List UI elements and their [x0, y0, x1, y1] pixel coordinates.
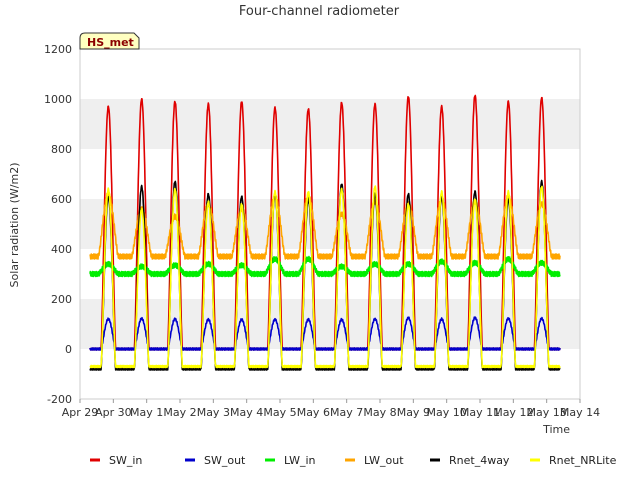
legend-item-sw_out: SW_out	[204, 454, 246, 467]
legend-item-lw_out: LW_out	[364, 454, 404, 467]
grid-band	[80, 199, 580, 249]
x-tick-label: Apr 29	[62, 406, 99, 419]
x-tick-label: May 12	[493, 406, 533, 419]
badge-label: HS_met	[87, 36, 134, 49]
y-tick-label: 800	[51, 143, 72, 156]
y-tick-label: 1200	[44, 43, 72, 56]
x-tick-label: Apr 30	[95, 406, 132, 419]
legend: SW_in SW_out LW_in LW_out Rnet_4way Rnet_NRLi…	[90, 454, 617, 467]
plot-frame	[79, 48, 581, 400]
background-bands	[79, 48, 581, 400]
y-axis-label: Solar radiation (W/m2)	[8, 162, 21, 287]
x-tick-label: May 14	[560, 406, 600, 419]
series-line-lw_in	[89, 255, 561, 278]
x-tick-label: May 1	[130, 406, 163, 419]
legend-item-sw_in: SW_in	[109, 454, 142, 467]
x-tick-label: May 2	[163, 406, 196, 419]
hs-met-badge: HS_met	[79, 32, 140, 50]
y-tick-label: 400	[51, 243, 72, 256]
legend-item-rnet_nrlite: Rnet_NRLite	[549, 454, 617, 467]
x-tick-label: May 7	[330, 406, 363, 419]
y-tick-label: 0	[65, 343, 72, 356]
x-tick-label: May 13	[527, 406, 567, 419]
grid-band	[80, 99, 580, 149]
x-tick-label: May 3	[197, 406, 230, 419]
badge-box	[79, 32, 140, 50]
y-tick-label: 600	[51, 193, 72, 206]
x-tick-label: May 5	[263, 406, 296, 419]
x-tick-label: May 11	[460, 406, 500, 419]
series-line-rnet_nrlite	[89, 185, 561, 369]
x-tick-label: May 6	[297, 406, 330, 419]
y-axis-ticks: -200 0 200 400 600 800 1000 1200	[44, 43, 72, 406]
y-tick-label: 200	[51, 293, 72, 306]
legend-item-rnet_4way: Rnet_4way	[449, 454, 510, 467]
series-line-lw_out	[89, 191, 561, 260]
grid-band	[80, 299, 580, 349]
y-tick-label: -200	[47, 393, 72, 406]
x-tick-label: May 4	[230, 406, 263, 419]
plot-area	[89, 94, 561, 371]
legend-item-lw_in: LW_in	[284, 454, 316, 467]
x-tick-label: May 8	[363, 406, 396, 419]
chart-title: Four-channel radiometer	[239, 4, 400, 19]
x-tick-label: May 9	[397, 406, 430, 419]
x-tick-label: May 10	[427, 406, 467, 419]
x-axis-label: Time	[542, 423, 570, 436]
y-tick-label: 1000	[44, 93, 72, 106]
